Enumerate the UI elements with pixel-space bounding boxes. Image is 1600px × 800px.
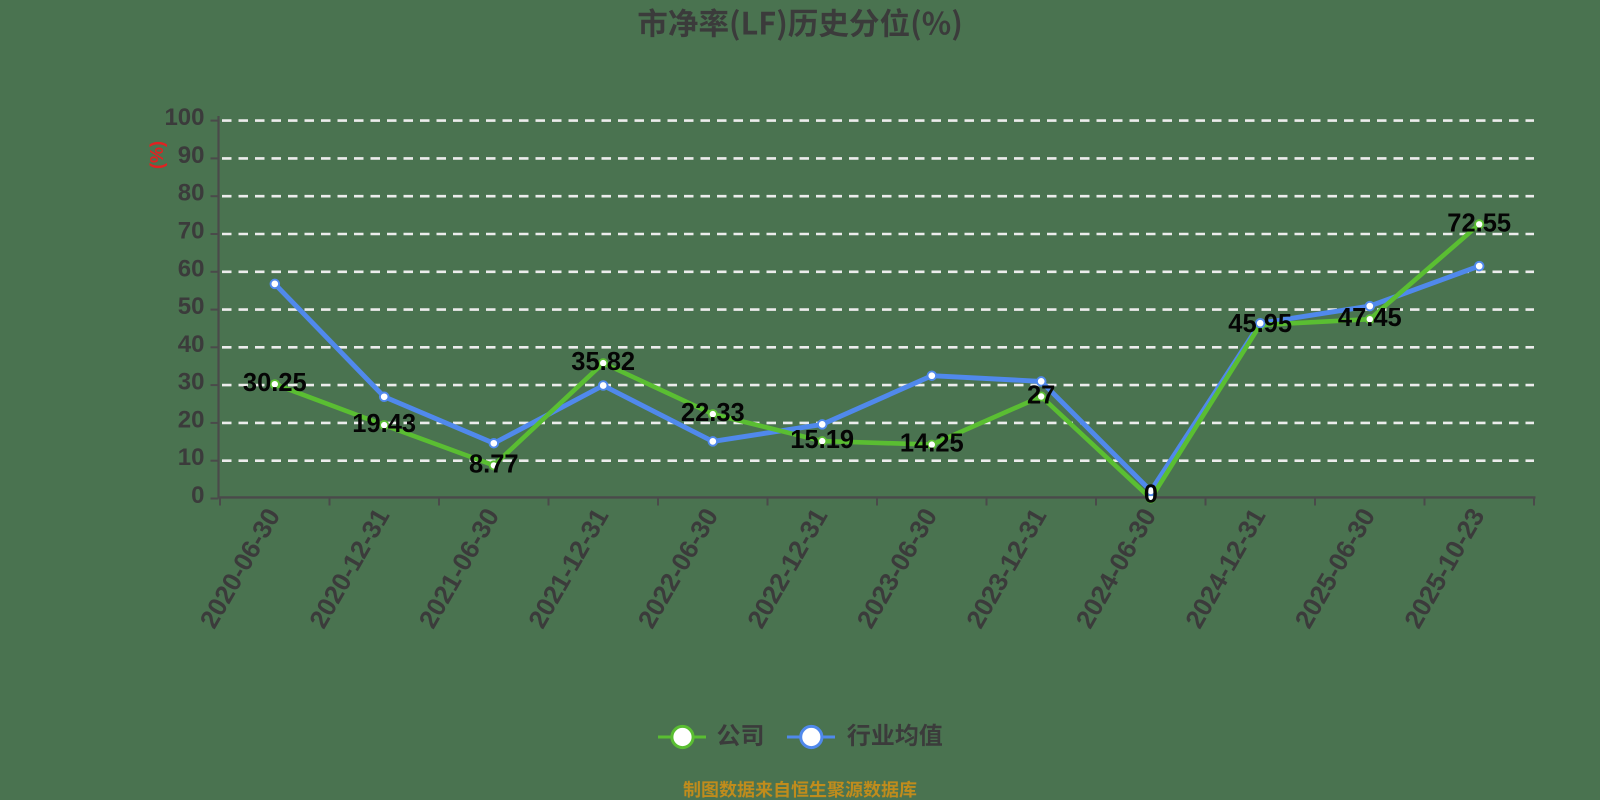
svg-text:15.19: 15.19 <box>790 426 854 454</box>
svg-text:50: 50 <box>178 293 205 320</box>
svg-text:30: 30 <box>178 369 205 396</box>
svg-text:47.45: 47.45 <box>1338 304 1402 332</box>
svg-text:19.43: 19.43 <box>352 410 416 438</box>
svg-text:0: 0 <box>191 482 204 509</box>
svg-text:22.33: 22.33 <box>681 399 745 427</box>
svg-text:8.77: 8.77 <box>469 450 519 478</box>
svg-text:90: 90 <box>178 142 205 169</box>
svg-text:35.82: 35.82 <box>571 348 635 376</box>
svg-text:60: 60 <box>178 255 205 282</box>
svg-text:10: 10 <box>178 444 205 471</box>
svg-text:27: 27 <box>1027 382 1055 410</box>
svg-text:0: 0 <box>1144 481 1158 509</box>
svg-text:30.25: 30.25 <box>243 369 307 397</box>
svg-text:70: 70 <box>178 218 205 245</box>
svg-text:80: 80 <box>178 180 205 207</box>
svg-text:(%): (%) <box>147 141 167 169</box>
svg-text:40: 40 <box>178 331 205 358</box>
svg-text:20: 20 <box>178 406 205 433</box>
svg-text:72.55: 72.55 <box>1447 209 1511 237</box>
svg-text:14.25: 14.25 <box>900 430 964 458</box>
svg-text:45.95: 45.95 <box>1228 310 1292 338</box>
svg-text:100: 100 <box>164 104 204 131</box>
